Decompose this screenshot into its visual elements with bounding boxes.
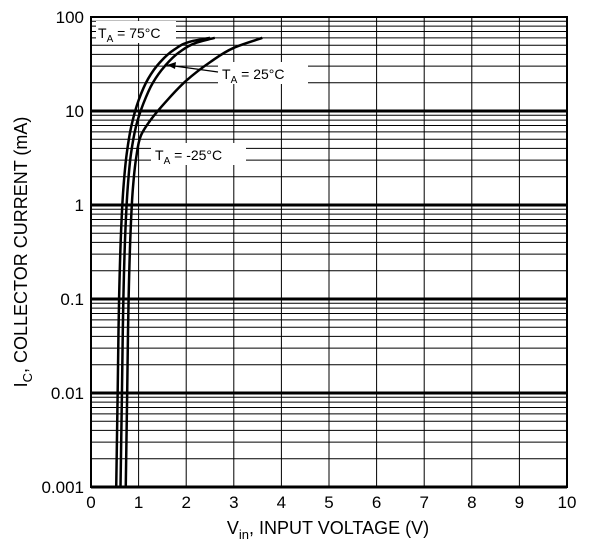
- x-axis-title-rest: , INPUT VOLTAGE (V): [249, 518, 429, 538]
- curve-label-bg-1: [218, 62, 308, 84]
- x-tick-label: 6: [372, 493, 381, 512]
- y-axis-title: IC, COLLECTOR CURRENT (mA): [11, 117, 35, 388]
- y-tick-label: 10: [65, 102, 84, 121]
- y-axis-ticks: 0.001 0.01 0.1 1 10 100: [41, 8, 84, 497]
- x-tick-label: 4: [277, 493, 286, 512]
- x-tick-label: 7: [419, 493, 428, 512]
- curve-label-bg-2: [151, 143, 246, 165]
- y-tick-label: 0.1: [60, 290, 84, 309]
- y-tick-label: 1: [75, 196, 84, 215]
- x-tick-label: 5: [324, 493, 333, 512]
- series-line-2: [124, 36, 263, 488]
- series-line-0: [114, 36, 211, 488]
- x-axis-title-main: V: [227, 518, 239, 538]
- x-axis-ticks: 0 1 2 3 4 5 6 7 8 9 10: [86, 493, 576, 512]
- x-axis-title: Vin, INPUT VOLTAGE (V): [227, 518, 429, 542]
- x-tick-label: 0: [86, 493, 95, 512]
- grid: [90, 17, 568, 489]
- x-axis-title-sub: in: [239, 527, 249, 542]
- y-tick-label: 100: [56, 8, 84, 27]
- plot-frame: [90, 16, 568, 488]
- curve-label-2: TA = -25°C: [155, 147, 222, 167]
- curve-label-leader-1: [166, 64, 219, 73]
- y-axis-title-rest: , COLLECTOR CURRENT (mA): [11, 117, 31, 373]
- curve-label-arrow-1: [167, 62, 176, 69]
- series-line-1: [119, 36, 216, 488]
- curve-label-bg-0: [96, 21, 176, 43]
- y-axis-title-sub: C: [20, 373, 35, 382]
- y-axis-title-main: I: [11, 382, 31, 387]
- curve-labels: TA = 75°C TA = 25°C TA = -25°C: [96, 21, 308, 167]
- x-tick-label: 10: [558, 493, 577, 512]
- x-tick-label: 1: [134, 493, 143, 512]
- curve-label-1: TA = 25°C: [222, 66, 284, 86]
- x-tick-label: 9: [515, 493, 524, 512]
- y-tick-label: 0.01: [51, 384, 84, 403]
- x-tick-label: 8: [467, 493, 476, 512]
- y-tick-label: 0.001: [41, 478, 84, 497]
- x-tick-label: 2: [181, 493, 190, 512]
- curve-label-0: TA = 75°C: [98, 25, 160, 45]
- x-tick-label: 3: [229, 493, 238, 512]
- series-group: [114, 36, 263, 488]
